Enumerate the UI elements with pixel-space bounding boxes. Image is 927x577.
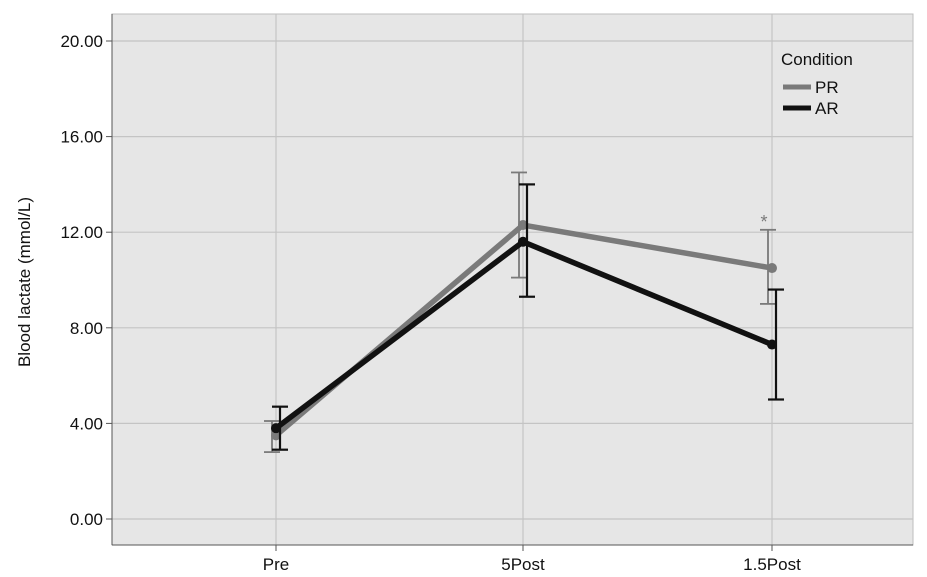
- point-ar: [518, 236, 528, 247]
- significance-marker: *: [760, 212, 767, 232]
- y-axis-title: Blood lactate (mmol/L): [15, 197, 34, 367]
- y-tick-label: 4.00: [70, 414, 103, 433]
- annotations: *: [760, 212, 767, 232]
- legend-label-pr: PR: [815, 78, 839, 97]
- legend-label-ar: AR: [815, 99, 839, 118]
- legend-title: Condition: [781, 50, 853, 69]
- x-tick-label: 5Post: [501, 555, 545, 574]
- y-tick-label: 20.00: [60, 32, 103, 51]
- point-pr: [767, 263, 777, 274]
- series: [264, 171, 784, 453]
- x-tick-label: 1.5Post: [743, 555, 801, 574]
- y-ticks: 0.00 4.00 8.00 12.00 16.00 20.00: [60, 32, 112, 529]
- grid: [112, 14, 913, 545]
- x-tick-label: Pre: [263, 555, 289, 574]
- y-tick-label: 0.00: [70, 510, 103, 529]
- legend: Condition PR AR: [781, 50, 853, 118]
- x-ticks: Pre 5Post 1.5Post: [263, 545, 801, 574]
- point-pr: [271, 430, 281, 441]
- point-ar: [271, 423, 281, 434]
- point-pr: [518, 220, 528, 231]
- y-tick-label: 12.00: [60, 223, 103, 242]
- y-tick-label: 8.00: [70, 319, 103, 338]
- plot-background: [111, 13, 914, 546]
- point-ar: [767, 339, 777, 350]
- axes: [111, 14, 913, 546]
- series-ar: [271, 183, 784, 451]
- y-tick-label: 16.00: [60, 128, 103, 147]
